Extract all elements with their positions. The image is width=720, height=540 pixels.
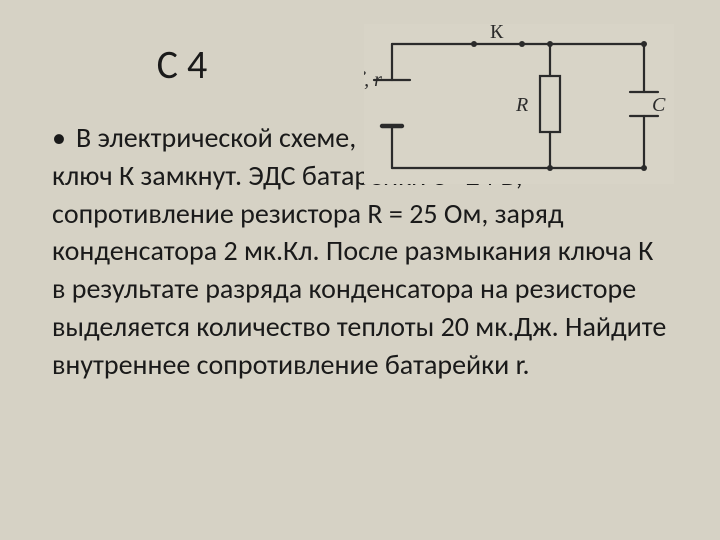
circuit-diagram: ℰ, r К R C bbox=[364, 24, 674, 184]
svg-text:К: К bbox=[490, 24, 504, 43]
svg-text:R: R bbox=[515, 94, 528, 116]
svg-text:ℰ, r: ℰ, r bbox=[364, 69, 382, 91]
svg-text:C: C bbox=[652, 94, 666, 116]
bullet-marker: • bbox=[52, 119, 76, 157]
slide: С 4 •В электрической схеме, показанной н… bbox=[0, 0, 720, 540]
slide-title: С 4 bbox=[52, 40, 312, 89]
